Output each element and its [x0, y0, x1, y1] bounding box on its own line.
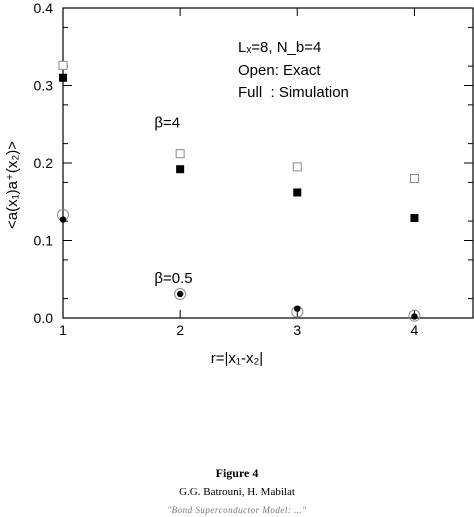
- simulation-square-point: [293, 188, 302, 197]
- simulation-square-point: [176, 165, 185, 174]
- annotation-beta-4: β=4: [154, 114, 180, 131]
- y-tick-label: 0.4: [34, 0, 54, 16]
- simulation-circle-point: [294, 305, 301, 312]
- data-marks: [57, 60, 421, 322]
- y-axis-label: <a(x₁)a⁺(x₂)>: [4, 141, 21, 229]
- y-tick-label: 0.1: [34, 233, 54, 249]
- simulation-square-point: [410, 214, 419, 223]
- x-tick-label: 2: [176, 322, 184, 338]
- y-tick-label: 0.0: [34, 310, 54, 326]
- simulation-square-point: [59, 73, 67, 82]
- y-tick-label: 0.3: [34, 78, 54, 94]
- legend-line-1: Lₓ=8, N_b=4: [238, 39, 321, 56]
- axis-ticks: 1 2 3 4 0.0 0.1 0.2 0.3 0.4: [34, 0, 473, 338]
- figure-authors: G.G. Batrouni, H. Mabilat: [179, 486, 295, 498]
- annotation-beta-0-5: β=0.5: [154, 270, 192, 287]
- x-tick-label: 3: [293, 322, 301, 338]
- x-tick-label: 1: [59, 322, 67, 338]
- exact-square-point: [175, 149, 185, 159]
- simulation-circle-point: [411, 313, 418, 320]
- simulation-circle-point: [59, 216, 67, 223]
- exact-circle-point: [408, 309, 421, 322]
- x-tick-label: 4: [411, 322, 419, 338]
- x-axis-label: r=|x₁-x₂|: [211, 350, 263, 367]
- figure-footer: "Bond Superconductor Model: ...": [167, 505, 307, 515]
- figure-title: Figure 4: [215, 466, 259, 480]
- correlation-plot: 1 2 3 4 0.0 0.1 0.2 0.3 0.4 <a(x₁)a⁺(x₂)> r=|x₁-…: [4, 0, 474, 367]
- y-tick-label: 0.2: [34, 155, 54, 171]
- exact-square-point: [58, 60, 68, 70]
- exact-square-point: [292, 162, 302, 172]
- simulation-circle-point: [176, 290, 184, 298]
- legend-line-2: Open: Exact: [238, 62, 321, 79]
- legend-line-3: Full : Simulation: [238, 84, 349, 101]
- exact-circle-point: [174, 287, 187, 300]
- exact-square-point: [409, 174, 419, 183]
